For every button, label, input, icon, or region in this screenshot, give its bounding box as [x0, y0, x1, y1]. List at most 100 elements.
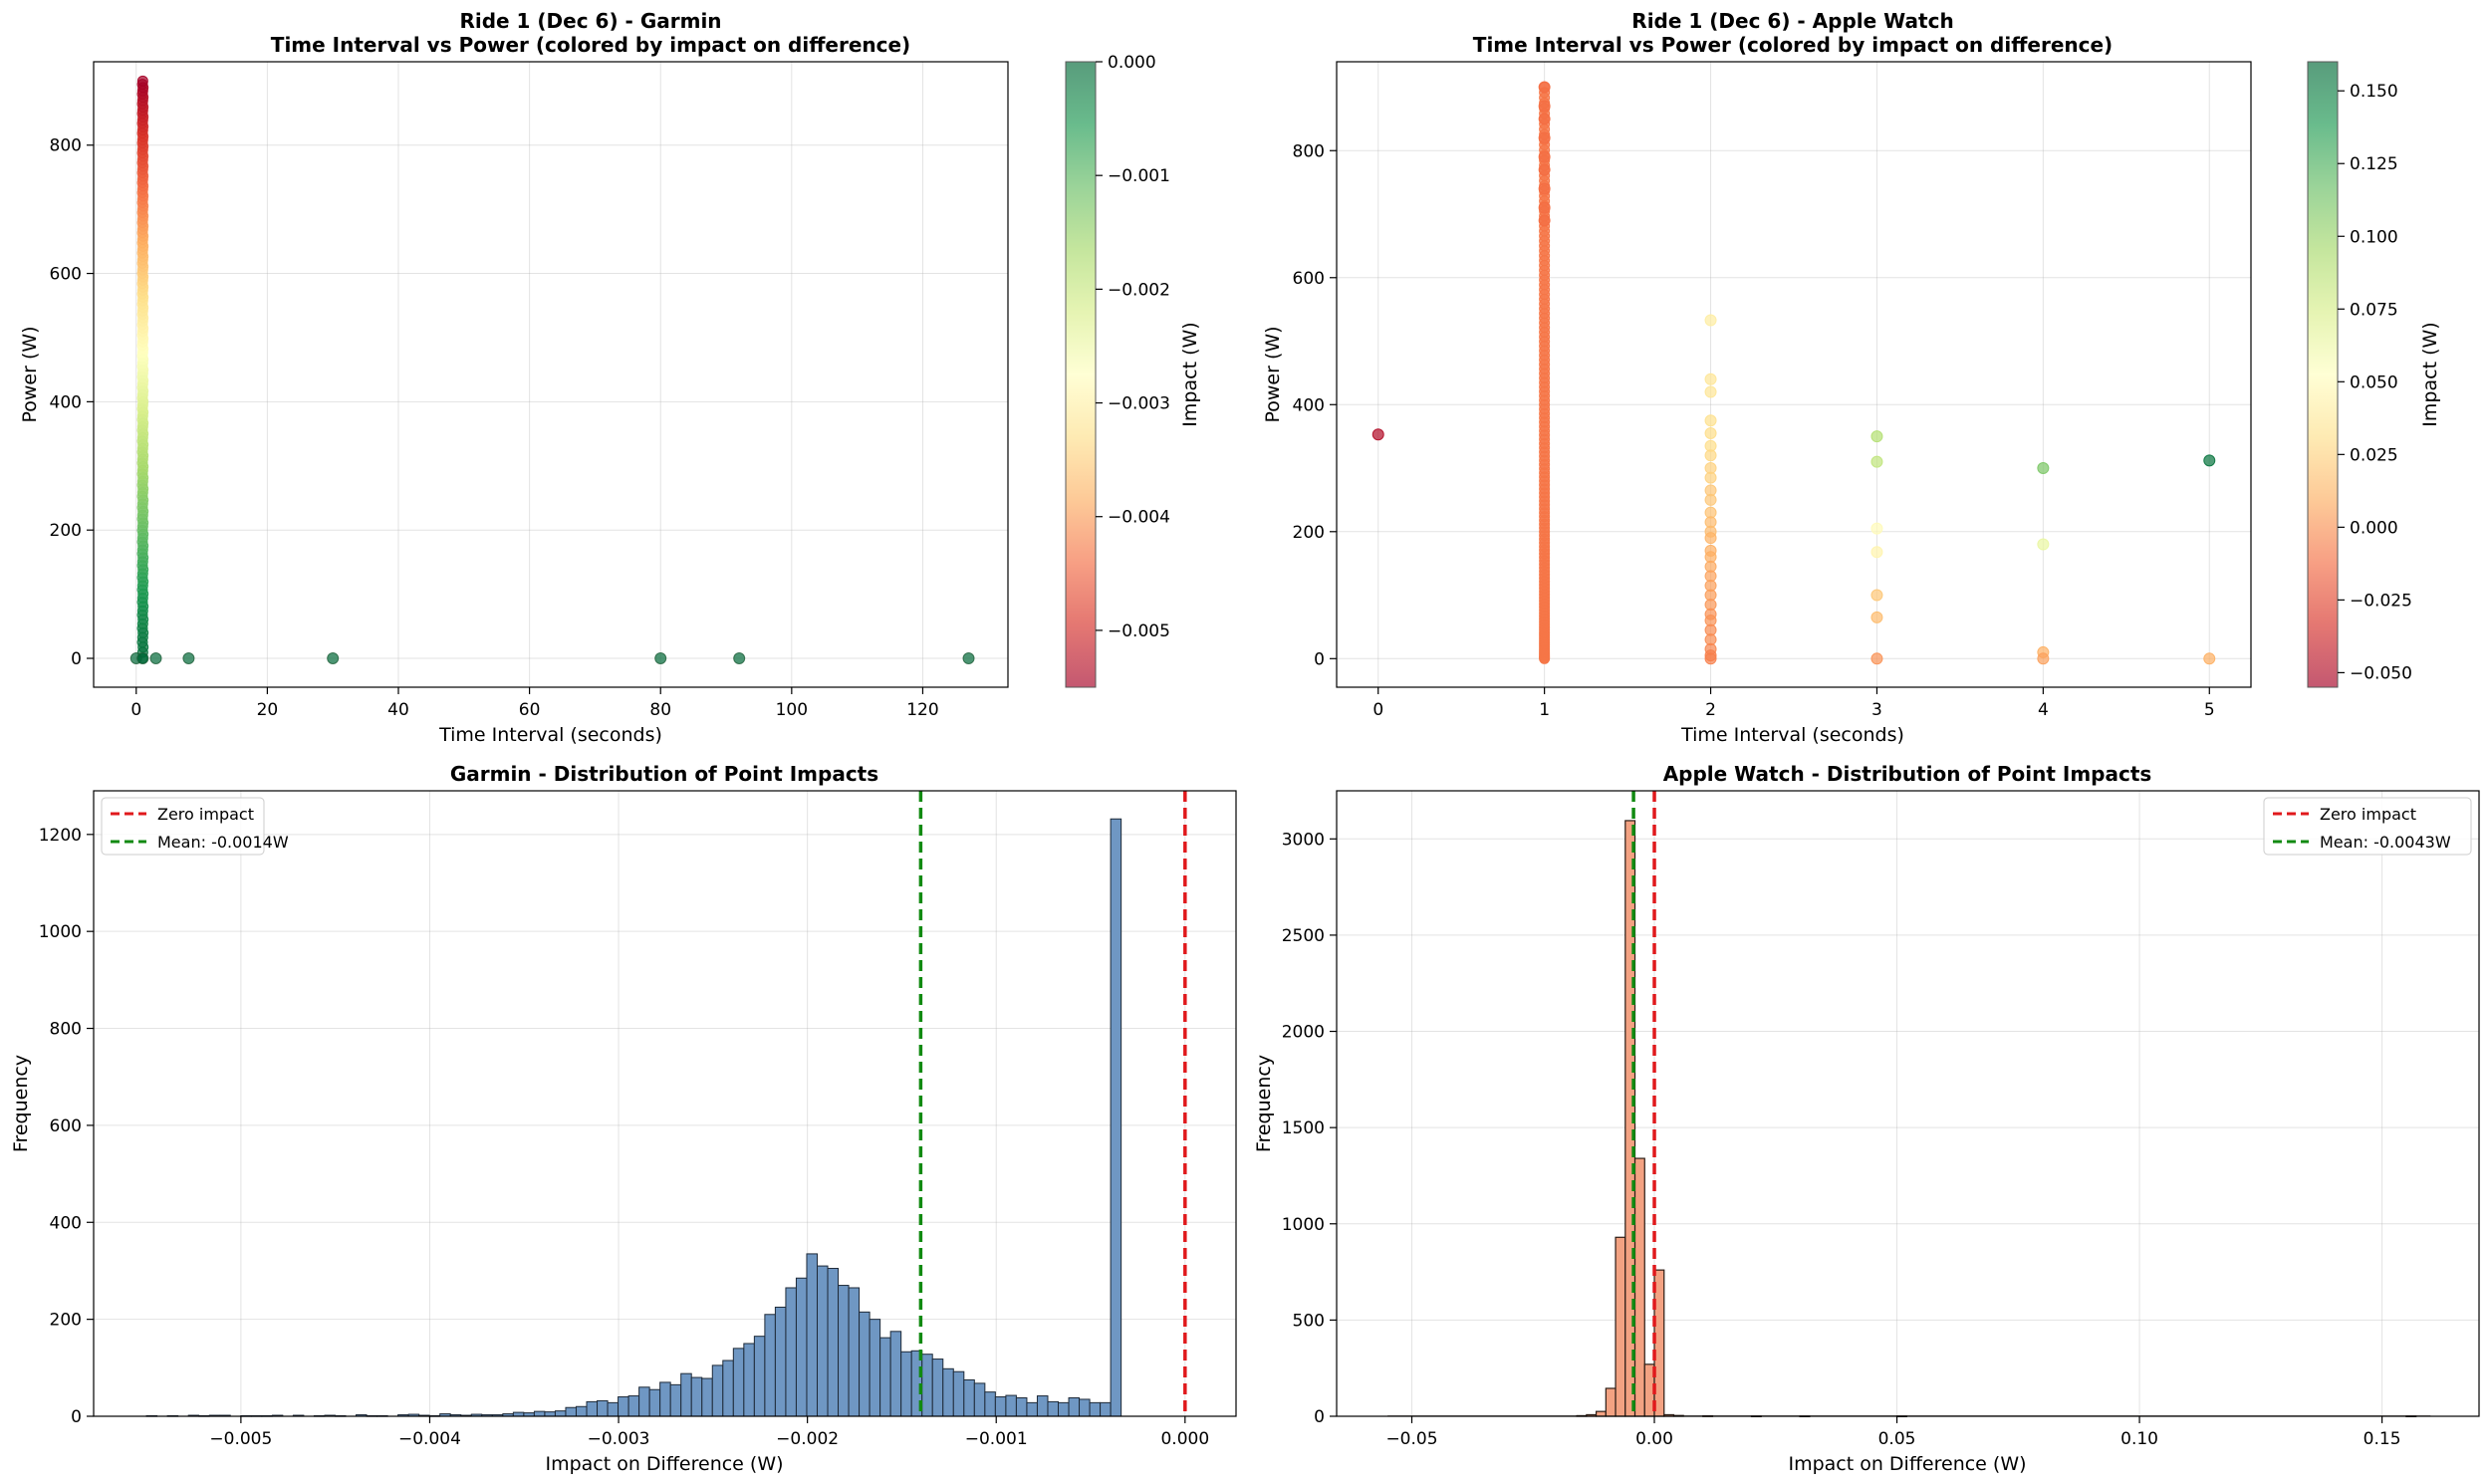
hist-bar — [1058, 1401, 1070, 1417]
colorbar-tick-label: −0.005 — [1108, 621, 1170, 641]
apple-hist-bars — [1387, 791, 2431, 1418]
hist-bar — [607, 1401, 620, 1417]
y-tick-label: 600 — [50, 1116, 82, 1136]
colorbar-tick-label: −0.002 — [1108, 280, 1170, 300]
garmin-scatter-ylabel: Power (W) — [19, 326, 41, 422]
hist-bar — [827, 1268, 840, 1417]
scatter-point — [1870, 589, 1883, 602]
scatter-point — [136, 75, 148, 87]
hist-bar — [1068, 1397, 1081, 1417]
colorbar-tick-label: 0.050 — [2350, 372, 2398, 392]
x-tick-label: 20 — [257, 700, 279, 720]
hist-bar — [732, 1348, 745, 1417]
apple-hist-panel: Apple Watch - Distribution of Point Impa… — [1253, 762, 2480, 1475]
x-tick-label: −0.05 — [1385, 1429, 1437, 1449]
hist-bar — [618, 1396, 629, 1417]
hist-bar — [921, 1354, 933, 1417]
hist-bar — [900, 1351, 912, 1417]
scatter-point — [1704, 385, 1717, 398]
apple-scatter-xlabel: Time Interval (seconds) — [1680, 724, 1904, 746]
x-tick-label: −0.004 — [398, 1429, 461, 1449]
garmin-legend-zero-label: Zero impact — [157, 805, 254, 824]
hist-bar — [952, 1370, 965, 1417]
hist-bar — [1110, 818, 1122, 1417]
scatter-point — [136, 652, 149, 665]
garmin-hist-legend: Zero impact Mean: -0.0014W — [101, 797, 289, 856]
scatter-point — [2203, 652, 2216, 665]
hist-bar — [597, 1399, 609, 1417]
scatter-point — [654, 652, 667, 665]
apple-scatter-ticks: 0 1 2 3 4 5 0 200 400 600 800 — [1293, 141, 2215, 720]
apple-colorbar-ticks: 0.150 0.125 0.100 0.075 0.050 0.025 0.000 −0.02… — [2338, 82, 2412, 683]
scatter-point — [1704, 449, 1717, 462]
scatter-point — [182, 652, 195, 665]
hist-bar — [1079, 1398, 1091, 1417]
garmin-colorbar-ticks: 0.000 −0.001 −0.002 −0.003 −0.004 −0.005 — [1096, 53, 1170, 641]
garmin-hist-plot-frame — [93, 790, 1237, 1417]
colorbar-tick-label: 0.000 — [2350, 518, 2398, 538]
x-tick-label: 4 — [2038, 700, 2049, 720]
y-tick-label: 1500 — [1282, 1118, 1325, 1138]
y-tick-label: 800 — [50, 136, 82, 156]
hist-bar — [711, 1364, 724, 1417]
y-tick-label: 400 — [50, 1213, 82, 1233]
y-tick-label: 400 — [50, 392, 82, 412]
y-tick-label: 2500 — [1282, 926, 1325, 946]
hist-bar — [963, 1378, 975, 1417]
scatter-point — [1704, 493, 1717, 506]
hist-bar — [816, 1265, 829, 1417]
scatter-point — [1704, 314, 1717, 327]
hist-bar — [627, 1395, 640, 1417]
hist-bar — [931, 1359, 944, 1417]
apple-colorbar — [2307, 61, 2339, 688]
hist-bar — [1015, 1397, 1028, 1417]
x-tick-label: 0.000 — [1160, 1429, 1209, 1449]
x-tick-label: 80 — [649, 700, 671, 720]
hist-bar — [785, 1287, 797, 1417]
hist-bar — [554, 1410, 567, 1417]
y-tick-label: 1000 — [39, 922, 82, 942]
apple-legend-mean-label: Mean: -0.0043W — [2320, 833, 2451, 852]
y-tick-label: 400 — [1293, 395, 1325, 415]
colorbar-tick-label: 0.150 — [2350, 82, 2398, 102]
colorbar-tick-label: 0.000 — [1108, 53, 1156, 73]
hist-bar — [680, 1372, 692, 1417]
scatter-point — [1870, 546, 1883, 559]
x-tick-label: 3 — [1871, 700, 1882, 720]
scatter-point — [962, 652, 975, 665]
x-tick-label: −0.003 — [588, 1429, 650, 1449]
x-tick-label: −0.002 — [776, 1429, 839, 1449]
garmin-scatter-title-line2: Time Interval vs Power (colored by impac… — [271, 33, 910, 57]
apple-scatter-title-line1: Ride 1 (Dec 6) - Apple Watch — [1631, 9, 1953, 33]
hist-bar — [1605, 1387, 1617, 1417]
apple-scatter-plot-frame — [1336, 61, 2252, 688]
garmin-scatter-panel: Ride 1 (Dec 6) - Garmin Time Interval vs… — [19, 9, 1201, 746]
hist-bar — [648, 1388, 661, 1417]
scatter-point — [733, 652, 746, 665]
y-tick-label: 1200 — [39, 826, 82, 846]
colorbar-tick-label: −0.050 — [2350, 663, 2412, 683]
y-tick-label: 3000 — [1282, 830, 1325, 850]
hist-bar — [1089, 1401, 1102, 1417]
y-tick-label: 200 — [50, 1311, 82, 1331]
y-tick-label: 1000 — [1282, 1215, 1325, 1235]
hist-bar — [743, 1343, 755, 1417]
scatter-point — [1538, 81, 1551, 94]
apple-hist-legend: Zero impact Mean: -0.0043W — [2263, 797, 2472, 856]
scatter-point — [1870, 522, 1883, 535]
hist-bar — [722, 1360, 734, 1417]
x-tick-label: 0.00 — [1635, 1429, 1673, 1449]
hist-bar — [565, 1406, 577, 1417]
hist-bar — [669, 1383, 682, 1417]
scatter-point — [1704, 414, 1717, 427]
garmin-scatter-title-line1: Ride 1 (Dec 6) - Garmin — [459, 9, 721, 33]
scatter-point — [1371, 428, 1384, 441]
colorbar-tick-label: −0.001 — [1108, 166, 1170, 186]
x-tick-label: 120 — [906, 700, 938, 720]
scatter-point — [2037, 462, 2050, 475]
scatter-point — [1870, 455, 1883, 468]
hist-bar — [575, 1405, 588, 1417]
scatter-point — [1538, 163, 1551, 176]
scatter-point — [149, 652, 162, 665]
scatter-point — [1538, 214, 1551, 227]
